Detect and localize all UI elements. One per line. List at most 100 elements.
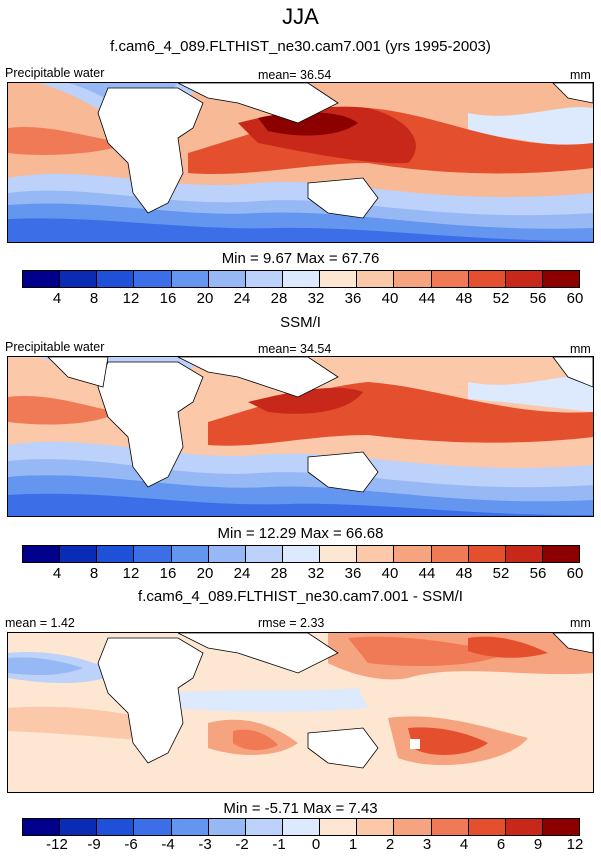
colorbar-tick: 4 — [52, 290, 62, 307]
panel3-rmse-label: rmse = 2.33 — [258, 616, 325, 630]
colorbar-tick: 4 — [52, 565, 62, 582]
colorbar-tick: 52 — [492, 290, 510, 307]
colorbar-tick: 8 — [89, 565, 99, 582]
colorbar-swatch — [505, 271, 543, 287]
colorbar-tick: 16 — [159, 565, 177, 582]
panel1-minmax: Min = 9.67 Max = 67.76 — [221, 250, 380, 267]
colorbar-swatch — [320, 819, 358, 835]
colorbar-tick: 24 — [233, 290, 251, 307]
colorbar-swatch — [320, 271, 358, 287]
colorbar-swatch — [468, 271, 506, 287]
colorbar-tick: 40 — [381, 290, 399, 307]
colorbar-swatch — [282, 271, 321, 287]
colorbar-swatch — [394, 546, 432, 562]
colorbar-swatch — [23, 819, 61, 835]
colorbar-swatch — [431, 819, 469, 835]
colorbar-tick: 6 — [496, 836, 506, 853]
colorbar-tick: 48 — [455, 565, 473, 582]
colorbar-tick: 56 — [529, 565, 547, 582]
colorbar-tick: 36 — [344, 290, 362, 307]
colorbar-tick: -6 — [124, 836, 138, 853]
colorbar-tick: 8 — [89, 290, 99, 307]
colorbar-tick: -3 — [198, 836, 212, 853]
panel3-map — [7, 632, 594, 793]
colorbar-tick: 32 — [307, 565, 325, 582]
colorbar-tick: -2 — [235, 836, 249, 853]
season-title: JJA — [282, 4, 319, 29]
colorbar-tick: 16 — [159, 290, 177, 307]
panel3-minmax: Min = -5.71 Max = 7.43 — [223, 800, 378, 817]
colorbar-tick: 20 — [196, 290, 214, 307]
colorbar-swatch — [468, 546, 506, 562]
colorbar-swatch — [23, 546, 61, 562]
colorbar-tick: 12 — [122, 565, 140, 582]
colorbar-tick: 36 — [344, 565, 362, 582]
panel3-colorbar — [22, 818, 580, 836]
colorbar-tick: 3 — [422, 836, 432, 853]
colorbar-swatch — [97, 546, 135, 562]
colorbar-swatch — [23, 271, 61, 287]
panel1-mean-label: mean= 36.54 — [258, 68, 332, 82]
panel2-mean-label: mean= 34.54 — [258, 342, 332, 356]
colorbar-tick: 0 — [311, 836, 321, 853]
colorbar-tick: 52 — [492, 565, 510, 582]
colorbar-swatch — [208, 546, 246, 562]
colorbar-swatch — [60, 271, 98, 287]
colorbar-swatch — [357, 546, 395, 562]
colorbar-swatch — [282, 546, 321, 562]
colorbar-tick: 48 — [455, 290, 473, 307]
colorbar-swatch — [208, 271, 246, 287]
colorbar-swatch — [134, 546, 172, 562]
colorbar-tick: 60 — [566, 565, 584, 582]
colorbar-tick: 4 — [459, 836, 469, 853]
panel3-mean-label: mean = 1.42 — [5, 616, 75, 630]
panel1-title: f.cam6_4_089.FLTHIST_ne30.cam7.001 (yrs … — [110, 38, 491, 55]
colorbar-tick: -9 — [87, 836, 101, 853]
panel2-colorbar — [22, 545, 580, 563]
colorbar-tick: 44 — [418, 565, 436, 582]
colorbar-swatch — [171, 819, 209, 835]
colorbar-swatch — [431, 271, 469, 287]
colorbar-swatch — [245, 819, 283, 835]
colorbar-tick: 2 — [385, 836, 395, 853]
colorbar-swatch — [394, 819, 432, 835]
colorbar-swatch — [357, 271, 395, 287]
colorbar-swatch — [245, 271, 283, 287]
colorbar-swatch — [542, 271, 580, 287]
colorbar-swatch — [97, 271, 135, 287]
colorbar-swatch — [468, 819, 506, 835]
colorbar-tick: 28 — [270, 290, 288, 307]
colorbar-tick: 12 — [122, 290, 140, 307]
panel2-units-label: mm — [570, 342, 591, 356]
colorbar-swatch — [357, 819, 395, 835]
colorbar-tick: 20 — [196, 565, 214, 582]
colorbar-swatch — [320, 546, 358, 562]
colorbar-tick: 56 — [529, 290, 547, 307]
colorbar-tick: 12 — [566, 836, 584, 853]
colorbar-swatch — [542, 819, 580, 835]
colorbar-swatch — [171, 546, 209, 562]
colorbar-swatch — [394, 271, 432, 287]
colorbar-swatch — [97, 819, 135, 835]
colorbar-tick: -1 — [272, 836, 286, 853]
colorbar-swatch — [134, 271, 172, 287]
colorbar-swatch — [431, 546, 469, 562]
panel2-title: SSM/I — [280, 314, 321, 331]
colorbar-tick: 44 — [418, 290, 436, 307]
colorbar-swatch — [60, 819, 98, 835]
panel1-variable-label: Precipitable water — [5, 66, 105, 80]
colorbar-swatch — [208, 819, 246, 835]
colorbar-tick: 60 — [566, 290, 584, 307]
panel2-minmax: Min = 12.29 Max = 66.68 — [217, 525, 384, 542]
panel1-colorbar — [22, 270, 580, 288]
panel2-map — [7, 356, 594, 517]
panel1-map — [7, 82, 594, 243]
panel2-variable-label: Precipitable water — [5, 340, 105, 354]
colorbar-swatch — [60, 546, 98, 562]
colorbar-swatch — [505, 546, 543, 562]
colorbar-swatch — [245, 546, 283, 562]
colorbar-tick: 24 — [233, 565, 251, 582]
colorbar-tick: -4 — [161, 836, 175, 853]
colorbar-tick: 9 — [533, 836, 543, 853]
panel1-units-label: mm — [570, 68, 591, 82]
